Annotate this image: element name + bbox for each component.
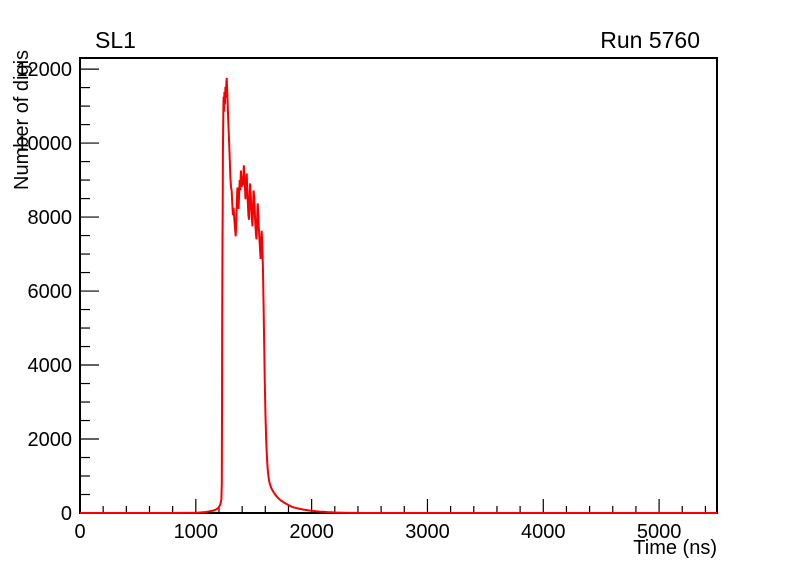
axis-ticks — [79, 68, 707, 514]
y-tick-label: 4000 — [28, 355, 73, 377]
x-tick-label: 1000 — [174, 521, 219, 543]
y-axis-title: Number of digis — [11, 50, 33, 190]
x-tick-label: 3000 — [405, 521, 450, 543]
y-tick-label: 10000 — [16, 133, 72, 155]
x-tick-label: 5000 — [637, 521, 682, 543]
plot-frame — [79, 57, 718, 514]
y-tick-label: 12000 — [16, 59, 72, 81]
histogram-curve — [80, 77, 717, 514]
y-tick-label: 0 — [61, 503, 72, 525]
pad-title: SL1 — [95, 27, 136, 53]
x-tick-label: 0 — [74, 521, 85, 543]
x-axis-title: Time (ns) — [633, 537, 717, 559]
x-tick-label: 2000 — [289, 521, 334, 543]
axis-tick-labels: 0 1000 2000 3000 4000 5000 0 2000 4000 6000 8000 10… — [16, 59, 681, 543]
y-tick-label: 2000 — [28, 429, 73, 451]
x-tick-label: 4000 — [521, 521, 566, 543]
y-tick-label: 6000 — [28, 281, 73, 303]
y-tick-label: 8000 — [28, 207, 73, 229]
run-label: Run 5760 — [600, 27, 700, 53]
